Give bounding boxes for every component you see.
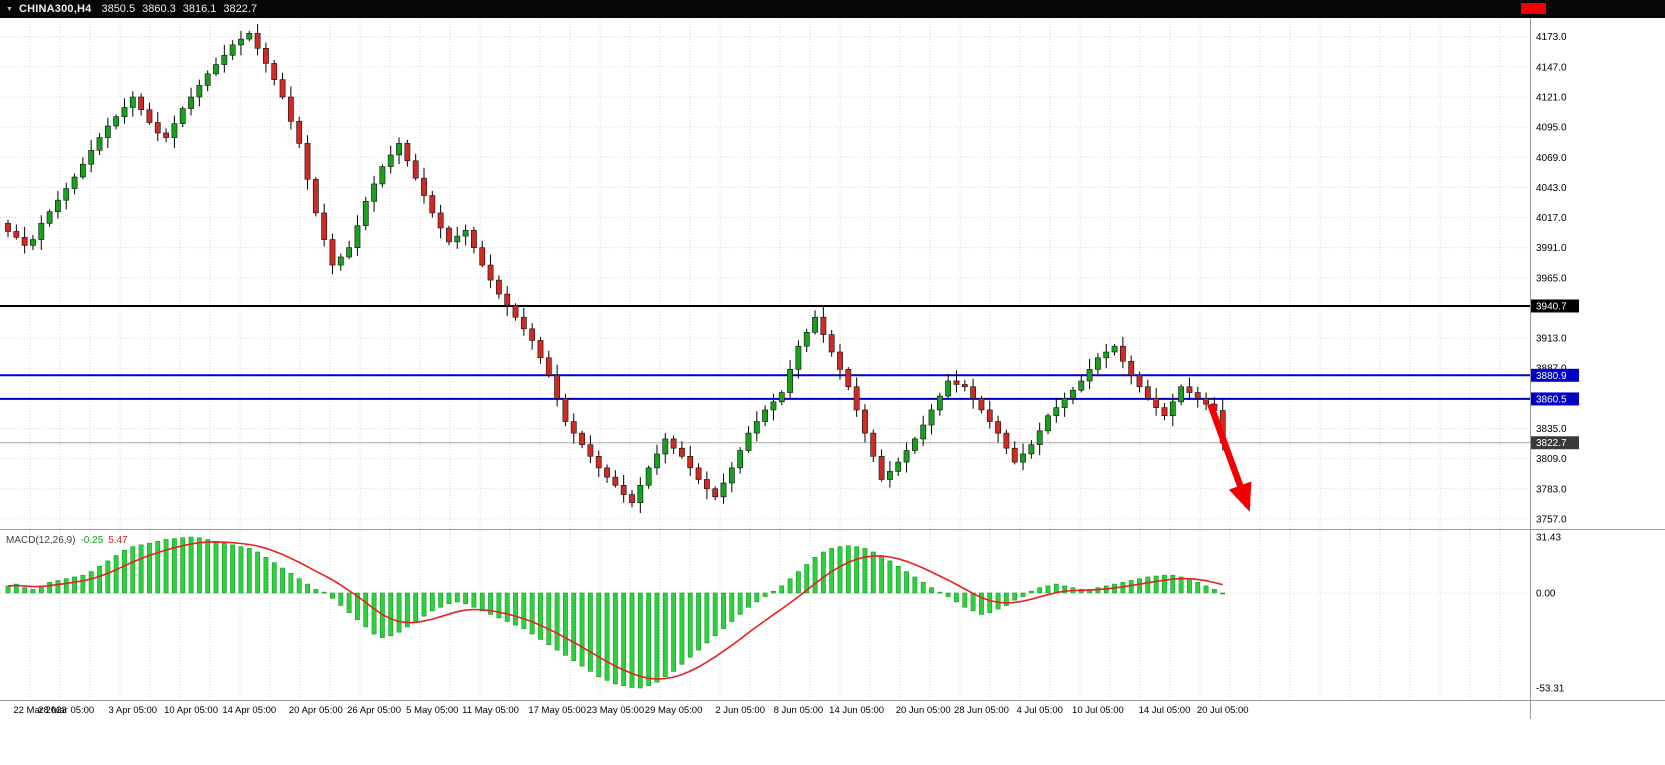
- svg-text:10 Jul 05:00: 10 Jul 05:00: [1072, 705, 1124, 716]
- svg-text:3809.0: 3809.0: [1536, 454, 1567, 465]
- svg-text:14 Jun 05:00: 14 Jun 05:00: [829, 705, 884, 716]
- svg-text:3835.0: 3835.0: [1536, 424, 1567, 435]
- svg-text:10 Apr 05:00: 10 Apr 05:00: [164, 705, 218, 716]
- svg-text:-53.31: -53.31: [1536, 684, 1565, 695]
- symbol-title[interactable]: CHINA300,H4: [18, 3, 92, 15]
- svg-text:4 Jul 05:00: 4 Jul 05:00: [1016, 705, 1062, 716]
- symbol-dropdown-icon[interactable]: ▼: [6, 5, 13, 13]
- svg-text:3880.9: 3880.9: [1536, 371, 1567, 382]
- svg-text:26 Apr 05:00: 26 Apr 05:00: [347, 705, 401, 716]
- macd-indicator-label: MACD(12,26,9) -0.25 5.47: [6, 535, 128, 546]
- svg-text:2 Jun 05:00: 2 Jun 05:00: [715, 705, 765, 716]
- svg-text:4147.0: 4147.0: [1536, 62, 1567, 73]
- macd-signal-line: [7, 541, 1223, 680]
- horizontal-lines: [0, 304, 1530, 444]
- svg-text:20 Apr 05:00: 20 Apr 05:00: [289, 705, 343, 716]
- svg-text:17 May 05:00: 17 May 05:00: [528, 705, 586, 716]
- svg-text:11 May 05:00: 11 May 05:00: [462, 705, 519, 716]
- svg-text:31.43: 31.43: [1536, 532, 1561, 543]
- price-badge: [1531, 299, 1579, 313]
- svg-text:14 Jul 05:00: 14 Jul 05:00: [1139, 705, 1191, 716]
- trend-arrow: [1207, 403, 1252, 512]
- svg-text:3860.5: 3860.5: [1536, 394, 1567, 405]
- quote-high: 3860.3: [142, 3, 176, 15]
- quote-open: 3850.5: [101, 3, 136, 15]
- svg-text:8 Jun 05:00: 8 Jun 05:00: [774, 705, 824, 716]
- price-axis: 4173.0 4147.0 4121.0 4095.0 4069.0 4043.0 4017…: [1536, 32, 1567, 525]
- svg-text:4173.0: 4173.0: [1536, 32, 1567, 43]
- svg-text:4017.0: 4017.0: [1536, 213, 1567, 224]
- macd-name: MACD(12,26,9): [6, 535, 76, 546]
- quote-low: 3816.1: [182, 3, 217, 15]
- svg-text:3 Apr 05:00: 3 Apr 05:00: [108, 705, 157, 716]
- svg-text:0.00: 0.00: [1536, 589, 1556, 600]
- svg-text:28 Jun 05:00: 28 Jun 05:00: [954, 705, 1009, 716]
- chart-area[interactable]: 4173.0 4147.0 4121.0 4095.0 4069.0 4043.0 4017…: [0, 18, 1665, 719]
- svg-text:3940.7: 3940.7: [1536, 301, 1567, 312]
- svg-text:3822.7: 3822.7: [1536, 438, 1567, 449]
- price-badge: [1531, 392, 1579, 406]
- svg-text:3783.0: 3783.0: [1536, 484, 1567, 495]
- svg-text:4121.0: 4121.0: [1536, 93, 1567, 104]
- svg-text:4069.0: 4069.0: [1536, 153, 1567, 164]
- svg-text:4095.0: 4095.0: [1536, 123, 1567, 134]
- price-badge: [1531, 436, 1579, 450]
- chart-header: ▼ CHINA300,H4 3850.5 3860.3 3816.1 3822.…: [0, 0, 1665, 18]
- svg-text:5 May 05:00: 5 May 05:00: [406, 705, 458, 716]
- macd-signal-value: 5.47: [108, 535, 128, 546]
- quote-close: 3822.7: [223, 3, 258, 15]
- panel-separators: [0, 18, 1665, 719]
- price-badges: 3940.7 3880.9 3860.5 3822.7: [1531, 299, 1579, 450]
- svg-text:3913.0: 3913.0: [1536, 334, 1567, 345]
- header-red-badge[interactable]: [1521, 3, 1546, 14]
- macd-value: -0.25: [80, 535, 104, 546]
- svg-text:3991.0: 3991.0: [1536, 243, 1567, 254]
- svg-text:4043.0: 4043.0: [1536, 183, 1567, 194]
- candles: [5, 24, 1226, 514]
- svg-text:29 May 05:00: 29 May 05:00: [645, 705, 703, 716]
- svg-text:3757.0: 3757.0: [1536, 514, 1567, 525]
- price-chart-svg[interactable]: 4173.0 4147.0 4121.0 4095.0 4069.0 4043.0 4017…: [0, 18, 1665, 719]
- svg-text:20 Jul 05:00: 20 Jul 05:00: [1197, 705, 1249, 716]
- svg-text:23 May 05:00: 23 May 05:00: [587, 705, 645, 716]
- price-badge: [1531, 368, 1579, 382]
- svg-text:28 Mar 05:00: 28 Mar 05:00: [38, 705, 94, 716]
- svg-text:20 Jun 05:00: 20 Jun 05:00: [896, 705, 951, 716]
- svg-text:14 Apr 05:00: 14 Apr 05:00: [222, 705, 276, 716]
- macd-axis: 31.43 0.00 -53.31: [1536, 532, 1565, 694]
- grid: [0, 18, 1530, 700]
- svg-text:22 Mar 2023: 22 Mar 2023: [13, 705, 66, 716]
- svg-text:3965.0: 3965.0: [1536, 273, 1567, 284]
